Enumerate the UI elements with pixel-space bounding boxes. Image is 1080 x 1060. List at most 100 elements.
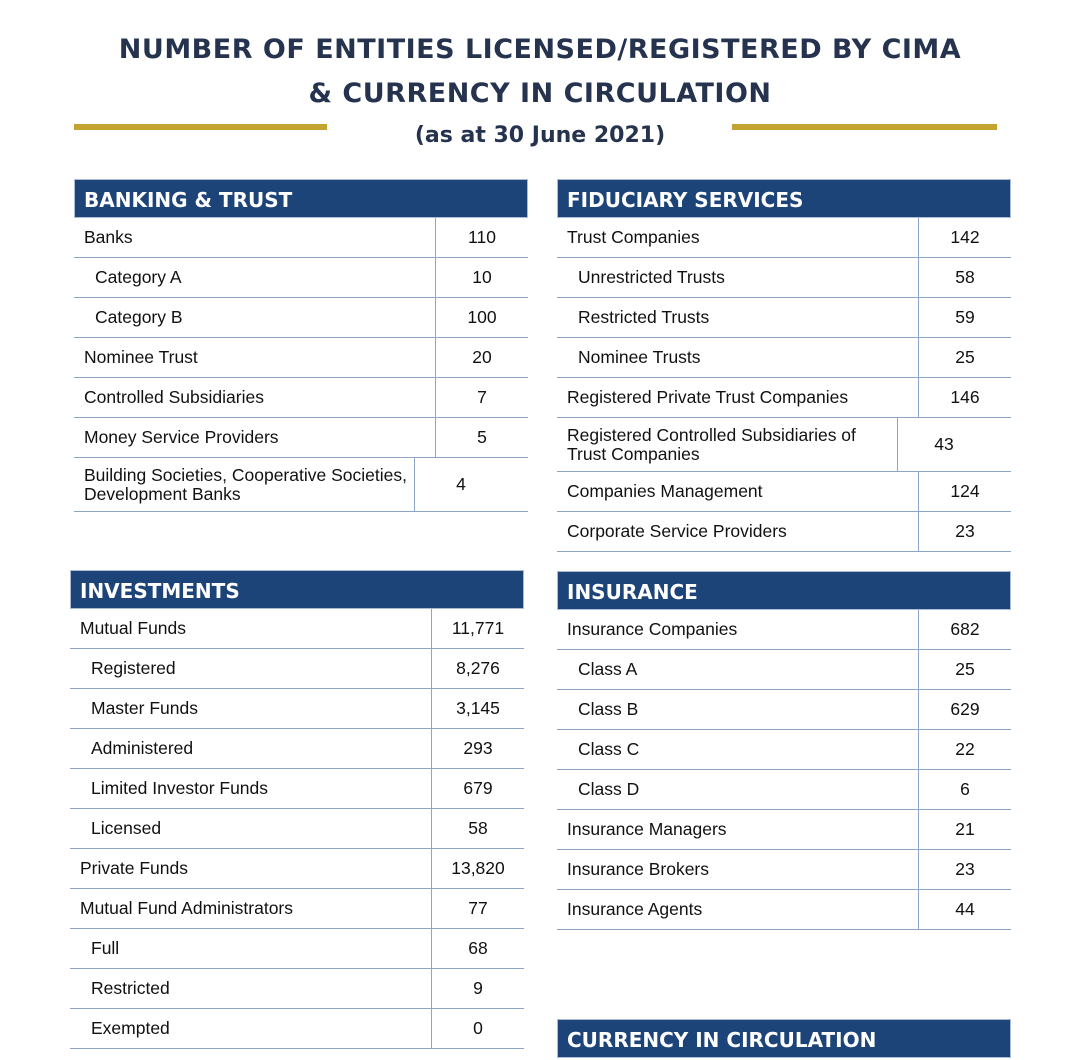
row-label: Category A bbox=[95, 267, 182, 287]
row-label: Insurance Managers bbox=[567, 819, 727, 839]
row-value: 23 bbox=[918, 850, 1011, 889]
section-header: FIDUCIARY SERVICES bbox=[557, 179, 1011, 218]
row-value: 3,145 bbox=[431, 689, 524, 728]
row-value: 58 bbox=[918, 258, 1011, 297]
row-label: Restricted Trusts bbox=[578, 307, 710, 327]
row-label: Controlled Subsidiaries bbox=[84, 387, 264, 407]
table-row: Controlled Subsidiaries 7 bbox=[74, 378, 528, 418]
section-header: INSURANCE bbox=[557, 571, 1011, 610]
table-row: Administered 293 bbox=[70, 729, 524, 769]
row-label: Registered Private Trust Companies bbox=[567, 387, 849, 407]
table-row: Private Funds 13,820 bbox=[70, 849, 524, 889]
section-header: INVESTMENTS bbox=[70, 570, 524, 609]
row-label: Unrestricted Trusts bbox=[578, 267, 725, 287]
section-fiduciary: FIDUCIARY SERVICES Trust Companies 142 Unre… bbox=[557, 179, 1011, 552]
row-label: Restricted bbox=[91, 978, 170, 998]
row-label: Insurance Brokers bbox=[567, 859, 710, 879]
page-subtitle: (as at 30 June 2021) bbox=[414, 123, 666, 148]
row-value: 68 bbox=[431, 929, 524, 968]
row-value: 44 bbox=[918, 890, 1011, 929]
row-label: Trust Companies bbox=[567, 227, 700, 247]
table-row: Category A 10 bbox=[74, 258, 528, 298]
table-row: Master Funds 3,145 bbox=[70, 689, 524, 729]
table-row: Licensed 58 bbox=[70, 809, 524, 849]
table-row: Restricted Trusts 59 bbox=[557, 298, 1011, 338]
table-row: Class B 629 bbox=[557, 690, 1011, 730]
row-value: 58 bbox=[431, 809, 524, 848]
row-value: 8,276 bbox=[431, 649, 524, 688]
row-label: Class C bbox=[578, 739, 640, 759]
row-value: 679 bbox=[431, 769, 524, 808]
table-row: Registered 8,276 bbox=[70, 649, 524, 689]
row-label: Nominee Trusts bbox=[578, 347, 701, 367]
table-row: Insurance Companies 682 bbox=[557, 610, 1011, 650]
row-value: 6 bbox=[918, 770, 1011, 809]
row-value: 142 bbox=[918, 218, 1011, 257]
page-title-line2: & CURRENCY IN CIRCULATION bbox=[308, 78, 772, 109]
row-label: Class A bbox=[578, 659, 638, 679]
row-value: 7 bbox=[435, 378, 528, 417]
table-row: Class C 22 bbox=[557, 730, 1011, 770]
row-value: 10 bbox=[435, 258, 528, 297]
row-label: Administered bbox=[91, 738, 194, 758]
table-row: Nominee Trusts 25 bbox=[557, 338, 1011, 378]
section-header: BANKING & TRUST bbox=[74, 179, 528, 218]
row-value: 100 bbox=[435, 298, 528, 337]
row-label: Full bbox=[91, 938, 120, 958]
row-value: 22 bbox=[918, 730, 1011, 769]
row-label: Building Societies, Cooperative Societie… bbox=[84, 464, 407, 504]
row-label: Category B bbox=[95, 307, 183, 327]
row-label: Private Funds bbox=[80, 858, 188, 878]
row-label: Nominee Trust bbox=[84, 347, 198, 367]
table-row: Class D 6 bbox=[557, 770, 1011, 810]
row-value: 20 bbox=[435, 338, 528, 377]
row-label: Class D bbox=[578, 779, 640, 799]
row-value: 77 bbox=[431, 889, 524, 928]
row-value: 23 bbox=[918, 512, 1011, 551]
row-label: Corporate Service Providers bbox=[567, 521, 787, 541]
table-row: Mutual Funds 11,771 bbox=[70, 609, 524, 649]
row-label: Mutual Funds bbox=[80, 618, 187, 638]
row-label: Mutual Fund Administrators bbox=[80, 898, 294, 918]
row-label: Limited Investor Funds bbox=[91, 778, 269, 798]
section-banking: BANKING & TRUST Banks 110 Category A 10 Categ… bbox=[74, 179, 528, 512]
table-row: Building Societies, Cooperative Societie… bbox=[74, 458, 528, 512]
row-value: 59 bbox=[918, 298, 1011, 337]
section-header: CURRENCY IN CIRCULATION bbox=[557, 1019, 1011, 1058]
row-label: Insurance Companies bbox=[567, 619, 738, 639]
table-row: Corporate Service Providers 23 bbox=[557, 512, 1011, 552]
section-insurance: INSURANCE Insurance Companies 682 Class A 25… bbox=[557, 571, 1011, 930]
table-row: Registered Private Trust Companies 146 bbox=[557, 378, 1011, 418]
row-label: Money Service Providers bbox=[84, 427, 279, 447]
table-row: Trust Companies 142 bbox=[557, 218, 1011, 258]
section-currency: CURRENCY IN CIRCULATION bbox=[557, 1019, 1011, 1058]
section-investments: INVESTMENTS Mutual Funds 11,771 Registered 8… bbox=[70, 570, 524, 1049]
row-label: Banks bbox=[84, 227, 133, 247]
table-row: Limited Investor Funds 679 bbox=[70, 769, 524, 809]
table-row: Registered Controlled Subsidiaries of Tr… bbox=[557, 418, 1011, 472]
row-label: Registered bbox=[91, 658, 176, 678]
row-value: 25 bbox=[918, 338, 1011, 377]
gold-divider-left bbox=[74, 124, 327, 130]
table-row: Full 68 bbox=[70, 929, 524, 969]
row-value: 9 bbox=[431, 969, 524, 1008]
table-row: Category B 100 bbox=[74, 298, 528, 338]
row-value: 21 bbox=[918, 810, 1011, 849]
table-row: Exempted 0 bbox=[70, 1009, 524, 1049]
row-value: 124 bbox=[918, 472, 1011, 511]
row-value: 4 bbox=[414, 458, 507, 511]
table-row: Nominee Trust 20 bbox=[74, 338, 528, 378]
row-value: 146 bbox=[918, 378, 1011, 417]
row-label: Master Funds bbox=[91, 698, 198, 718]
row-label: Companies Management bbox=[567, 481, 763, 501]
row-value: 682 bbox=[918, 610, 1011, 649]
table-row: Class A 25 bbox=[557, 650, 1011, 690]
table-row: Companies Management 124 bbox=[557, 472, 1011, 512]
row-value: 5 bbox=[435, 418, 528, 457]
row-value: 110 bbox=[435, 218, 528, 257]
table-row: Insurance Managers 21 bbox=[557, 810, 1011, 850]
row-value: 13,820 bbox=[431, 849, 524, 888]
table-row: Banks 110 bbox=[74, 218, 528, 258]
row-label: Class B bbox=[578, 699, 639, 719]
table-row: Insurance Brokers 23 bbox=[557, 850, 1011, 890]
